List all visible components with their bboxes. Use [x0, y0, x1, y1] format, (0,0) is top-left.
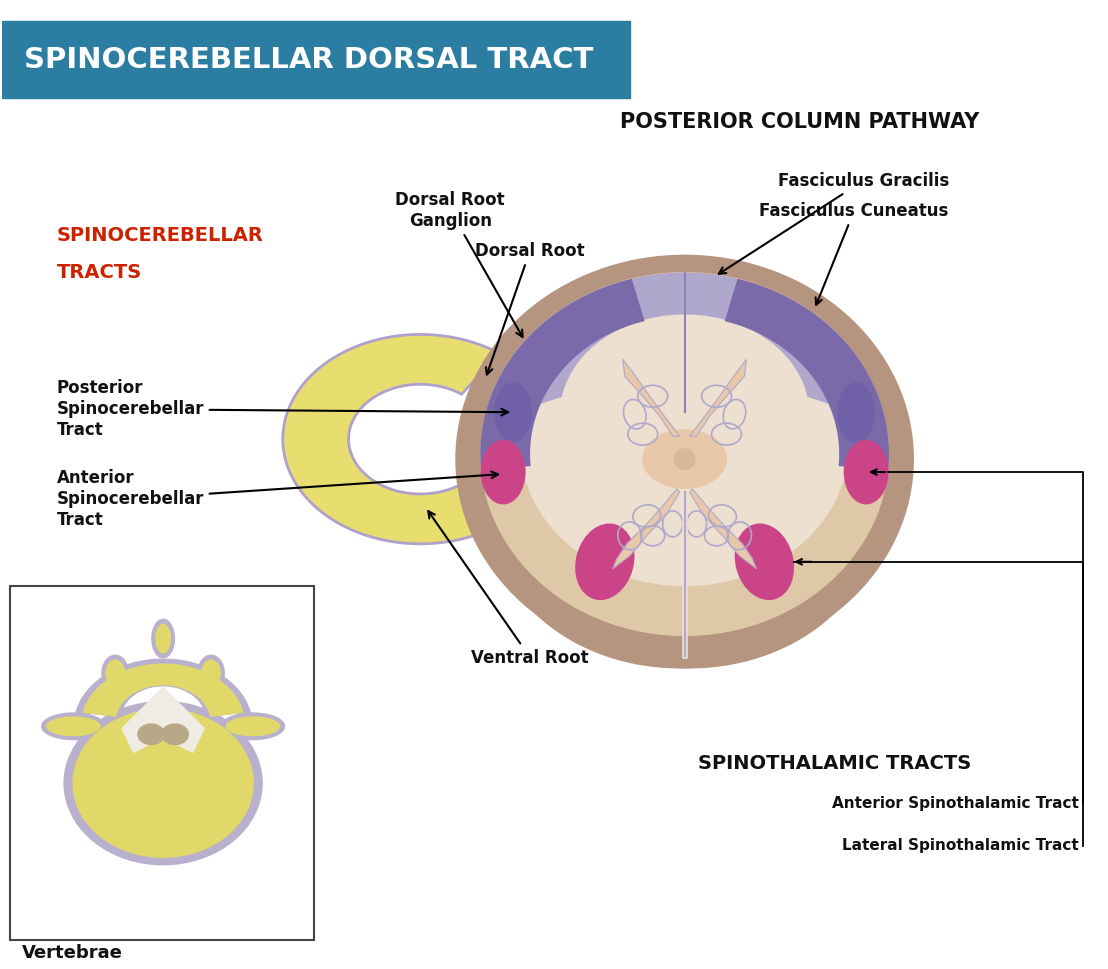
- Ellipse shape: [72, 708, 254, 858]
- Ellipse shape: [501, 326, 558, 373]
- Polygon shape: [480, 279, 645, 470]
- Text: SPINOCEREBELLAR DORSAL TRACT: SPINOCEREBELLAR DORSAL TRACT: [23, 46, 593, 74]
- Text: Posterior
Spinocerebellar
Tract: Posterior Spinocerebellar Tract: [57, 380, 507, 439]
- Text: TRACTS: TRACTS: [57, 263, 142, 282]
- Text: Lateral Spinothalamic Tract: Lateral Spinothalamic Tract: [842, 838, 1078, 854]
- Ellipse shape: [843, 440, 889, 505]
- Text: POSTERIOR COLUMN PATHWAY: POSTERIOR COLUMN PATHWAY: [619, 112, 979, 132]
- Polygon shape: [83, 664, 244, 717]
- Text: Ventral Root: Ventral Root: [429, 511, 588, 667]
- Ellipse shape: [45, 716, 101, 736]
- Polygon shape: [283, 334, 500, 544]
- Bar: [1, 21, 629, 98]
- Ellipse shape: [481, 440, 525, 505]
- Ellipse shape: [220, 712, 285, 740]
- Ellipse shape: [101, 654, 130, 693]
- Text: SPINOTHALAMIC TRACTS: SPINOTHALAMIC TRACTS: [698, 754, 971, 772]
- Polygon shape: [151, 618, 175, 659]
- Ellipse shape: [643, 429, 727, 489]
- Ellipse shape: [520, 302, 849, 586]
- Ellipse shape: [137, 723, 165, 745]
- Polygon shape: [121, 686, 205, 753]
- Ellipse shape: [480, 272, 889, 636]
- Polygon shape: [483, 272, 886, 422]
- Ellipse shape: [225, 716, 280, 736]
- Ellipse shape: [197, 654, 225, 693]
- Text: Fasciculus Cuneatus: Fasciculus Cuneatus: [759, 202, 948, 305]
- Ellipse shape: [41, 712, 105, 740]
- Text: Vertebrae: Vertebrae: [21, 944, 122, 961]
- Ellipse shape: [201, 660, 220, 687]
- Ellipse shape: [494, 383, 532, 442]
- Polygon shape: [689, 489, 757, 569]
- Text: SPINOCEREBELLAR: SPINOCEREBELLAR: [57, 226, 264, 245]
- Polygon shape: [500, 487, 879, 669]
- Ellipse shape: [63, 701, 263, 865]
- Polygon shape: [725, 279, 889, 470]
- Text: Anterior Spinothalamic Tract: Anterior Spinothalamic Tract: [832, 796, 1078, 811]
- Text: Dorsal Root
Ganglion: Dorsal Root Ganglion: [396, 191, 523, 337]
- Ellipse shape: [735, 523, 794, 600]
- Text: Fasciculus Gracilis: Fasciculus Gracilis: [719, 172, 948, 274]
- Text: Anterior
Spinocerebellar
Tract: Anterior Spinocerebellar Tract: [57, 469, 499, 529]
- Ellipse shape: [838, 383, 875, 442]
- Polygon shape: [155, 624, 171, 653]
- Ellipse shape: [161, 723, 189, 745]
- Text: Dorsal Root: Dorsal Root: [475, 241, 585, 374]
- Polygon shape: [490, 487, 869, 669]
- Polygon shape: [613, 489, 679, 569]
- Polygon shape: [83, 664, 244, 717]
- Ellipse shape: [575, 523, 635, 600]
- Ellipse shape: [105, 660, 125, 687]
- Polygon shape: [623, 359, 679, 436]
- Ellipse shape: [455, 255, 914, 664]
- Ellipse shape: [674, 448, 696, 470]
- Polygon shape: [74, 659, 252, 714]
- Bar: [10, 585, 314, 940]
- Polygon shape: [689, 359, 747, 436]
